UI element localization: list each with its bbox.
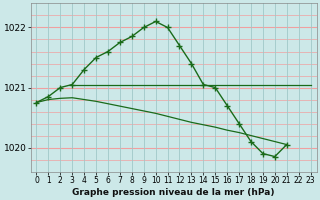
X-axis label: Graphe pression niveau de la mer (hPa): Graphe pression niveau de la mer (hPa) xyxy=(72,188,275,197)
